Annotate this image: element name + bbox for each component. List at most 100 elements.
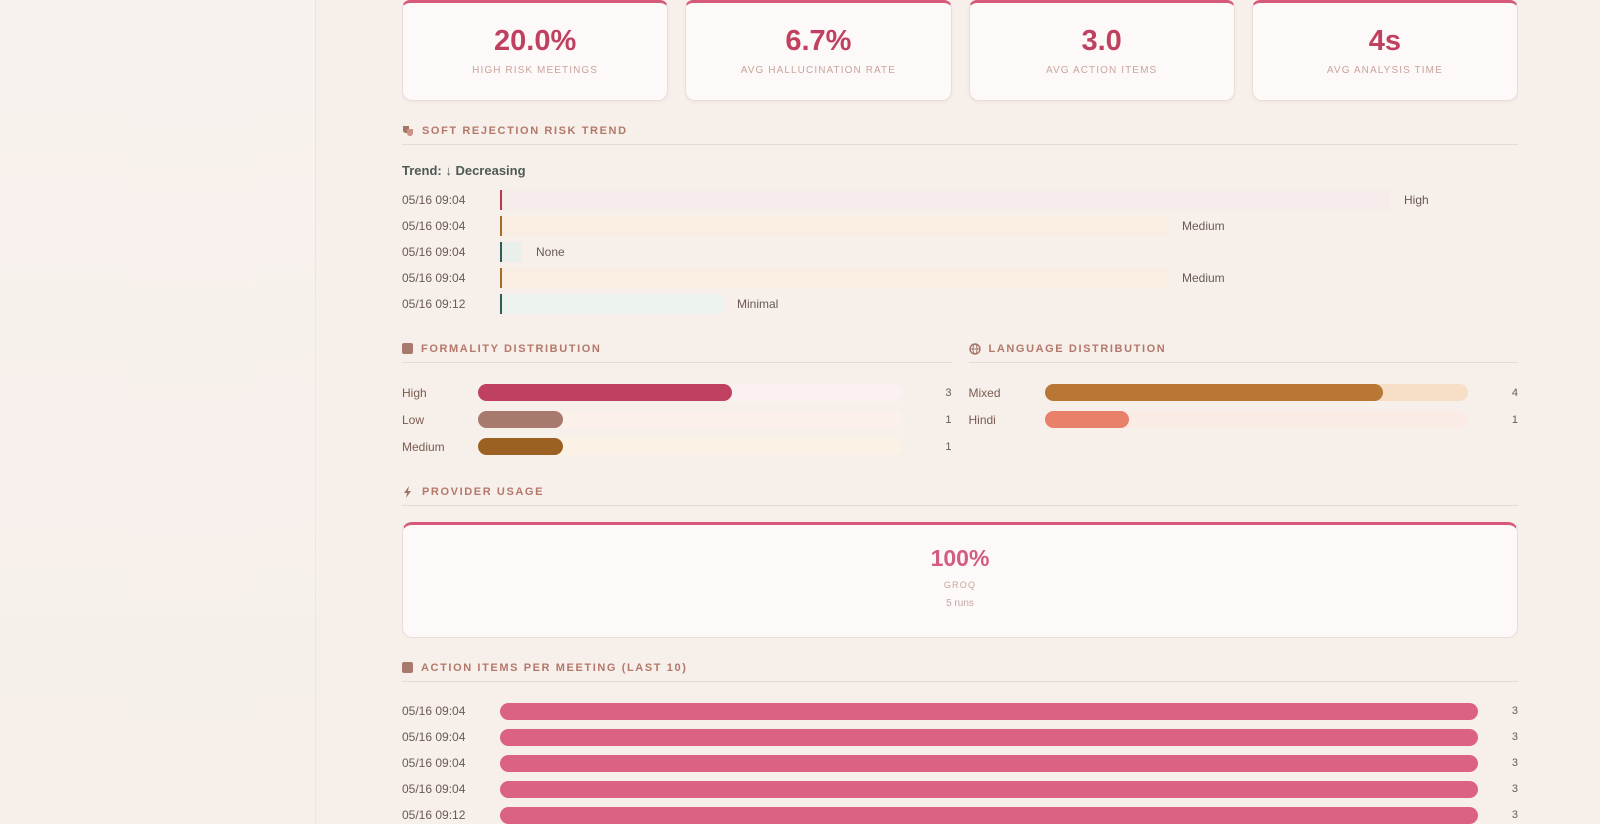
risk-trend-row: 05/16 09:04 None [402, 239, 1518, 265]
risk-bar [500, 294, 723, 314]
risk-bar [500, 190, 1390, 210]
kpi-row: 20.0% HIGH RISK MEETINGS 6.7% AVG HALLUC… [402, 0, 1518, 101]
row-count: 3 [1511, 731, 1518, 743]
risk-level-label: None [536, 245, 565, 259]
action-items-bar [500, 702, 1478, 720]
action-items-bar [500, 780, 1478, 798]
risk-track: Medium [500, 267, 1225, 289]
bar-track [478, 384, 902, 401]
kpi-value: 6.7% [785, 25, 852, 57]
row-name: Medium [402, 439, 445, 454]
section-title: ACTION ITEMS PER MEETING (LAST 10) [421, 661, 688, 674]
provider-name: GROQ [943, 580, 977, 590]
section-title: FORMALITY DISTRIBUTION [421, 342, 602, 355]
provider-percent: 100% [930, 545, 990, 571]
action-items-row: 05/16 09:04 3 [402, 724, 1518, 750]
row-date: 05/16 09:04 [402, 704, 466, 718]
action-items-row: 05/16 09:12 3 [402, 802, 1518, 824]
language-row: Mixed 4 [968, 379, 1518, 406]
provider-runs: 5 runs [946, 598, 974, 609]
action-items-bar [500, 728, 1478, 746]
language-panel: LANGUAGE DISTRIBUTION Mixed 4 Hindi 1 [968, 335, 1518, 460]
kpi-label: AVG ANALYSIS TIME [1326, 65, 1443, 76]
kpi-hallucination-rate: 6.7% AVG HALLUCINATION RATE [685, 0, 952, 101]
row-date: 05/16 09:04 [402, 219, 466, 233]
section-title: LANGUAGE DISTRIBUTION [988, 342, 1167, 355]
bar-fill [478, 438, 563, 455]
risk-trend-row: 05/16 09:12 Minimal [402, 291, 1518, 317]
row-count: 3 [945, 386, 952, 399]
formality-list: High 3 Low 1 Medium 1 [402, 379, 952, 460]
formality-heading: FORMALITY DISTRIBUTION [402, 335, 952, 363]
action-items-bar [500, 754, 1478, 772]
row-name: Hindi [968, 412, 996, 427]
formality-row: Low 1 [402, 406, 952, 433]
formality-row: Medium 1 [402, 433, 952, 460]
kpi-action-items: 3.0 AVG ACTION ITEMS [968, 0, 1235, 101]
risk-track: None [500, 241, 565, 263]
action-items-row: 05/16 09:04 3 [402, 776, 1518, 802]
row-date: 05/16 09:12 [402, 297, 466, 311]
section-title: SOFT REJECTION RISK TREND [422, 124, 628, 137]
kpi-analysis-time: 4s AVG ANALYSIS TIME [1251, 0, 1518, 101]
risk-level-label: Medium [1182, 219, 1225, 233]
row-date: 05/16 09:04 [402, 245, 466, 259]
masks-icon [402, 125, 414, 137]
risk-level-label: High [1404, 193, 1429, 207]
kpi-label: AVG HALLUCINATION RATE [740, 65, 897, 76]
row-name: Low [402, 412, 425, 427]
row-count: 3 [1511, 809, 1518, 821]
row-count: 1 [1511, 413, 1518, 426]
action-items-list: 05/16 09:04 3 05/16 09:04 3 05/16 09:04 3 05/1… [402, 698, 1518, 824]
risk-trend-row: 05/16 09:04 Medium [402, 213, 1518, 239]
row-date: 05/16 09:04 [402, 756, 466, 770]
bar-track [478, 438, 902, 455]
kpi-label: AVG ACTION ITEMS [1045, 65, 1158, 76]
action-items-bar [500, 806, 1478, 824]
risk-track: High [500, 189, 1429, 211]
row-date: 05/16 09:12 [402, 808, 466, 822]
bar-fill [478, 411, 563, 428]
kpi-value: 20.0% [494, 25, 577, 57]
bar-track [478, 411, 902, 428]
lightning-icon [402, 485, 414, 498]
provider-heading: PROVIDER USAGE [402, 478, 1518, 506]
bar-fill [1044, 411, 1130, 428]
row-count: 1 [945, 413, 952, 426]
language-row: Hindi 1 [968, 406, 1518, 433]
bar-fill [1044, 384, 1384, 401]
sidebar [0, 0, 316, 824]
language-heading: LANGUAGE DISTRIBUTION [968, 335, 1518, 363]
dashboard-main: 20.0% HIGH RISK MEETINGS 6.7% AVG HALLUC… [402, 0, 1518, 824]
distribution-panels: FORMALITY DISTRIBUTION High 3 Low 1 Medium 1 … [402, 335, 1518, 460]
formality-panel: FORMALITY DISTRIBUTION High 3 Low 1 Medium 1 [402, 335, 952, 460]
row-date: 05/16 09:04 [402, 193, 466, 207]
language-list: Mixed 4 Hindi 1 [968, 379, 1518, 433]
risk-bar [500, 242, 522, 262]
action-items-row: 05/16 09:04 3 [402, 698, 1518, 724]
kpi-value: 3.0 [1081, 25, 1122, 57]
row-count: 3 [1511, 783, 1518, 795]
row-count: 3 [1511, 705, 1518, 717]
risk-trend-row: 05/16 09:04 High [402, 187, 1518, 213]
risk-trend-heading: SOFT REJECTION RISK TREND [402, 117, 1518, 145]
row-count: 3 [1511, 757, 1518, 769]
row-name: High [402, 385, 427, 400]
risk-bar [500, 216, 1168, 236]
bar-track [1044, 411, 1468, 428]
risk-track: Medium [500, 215, 1225, 237]
globe-icon [968, 342, 981, 355]
row-date: 05/16 09:04 [402, 271, 466, 285]
risk-trend-list: 05/16 09:04 High 05/16 09:04 Medium 05/16 09… [402, 187, 1518, 317]
row-date: 05/16 09:04 [402, 782, 466, 796]
square-icon [402, 343, 413, 354]
bar-track [1044, 384, 1468, 401]
row-date: 05/16 09:04 [402, 730, 466, 744]
row-name: Mixed [968, 385, 1001, 400]
formality-row: High 3 [402, 379, 952, 406]
section-title: PROVIDER USAGE [422, 485, 545, 498]
risk-level-label: Minimal [737, 297, 779, 311]
risk-trend-row: 05/16 09:04 Medium [402, 265, 1518, 291]
kpi-value: 4s [1368, 25, 1401, 57]
kpi-label: HIGH RISK MEETINGS [472, 65, 599, 76]
